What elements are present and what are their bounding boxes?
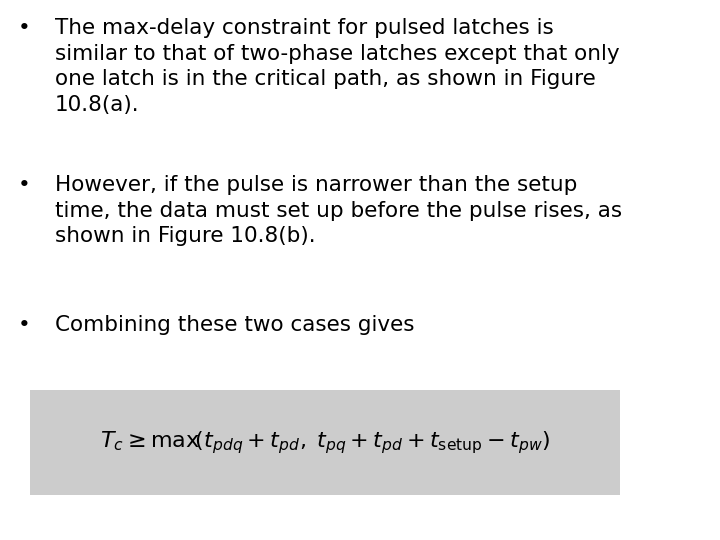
Text: $T_c \geq \mathrm{max}\!\left(t_{pdq}+t_{pd},\; t_{pq}+t_{pd}+t_{\mathrm{setup}}: $T_c \geq \mathrm{max}\!\left(t_{pdq}+t_…: [100, 429, 550, 456]
FancyBboxPatch shape: [30, 390, 620, 495]
Text: The max-delay constraint for pulsed latches is
similar to that of two-phase latc: The max-delay constraint for pulsed latc…: [55, 18, 620, 115]
Text: •: •: [18, 18, 31, 38]
Text: •: •: [18, 315, 31, 335]
Text: •: •: [18, 175, 31, 195]
Text: However, if the pulse is narrower than the setup
time, the data must set up befo: However, if the pulse is narrower than t…: [55, 175, 622, 246]
Text: Combining these two cases gives: Combining these two cases gives: [55, 315, 415, 335]
